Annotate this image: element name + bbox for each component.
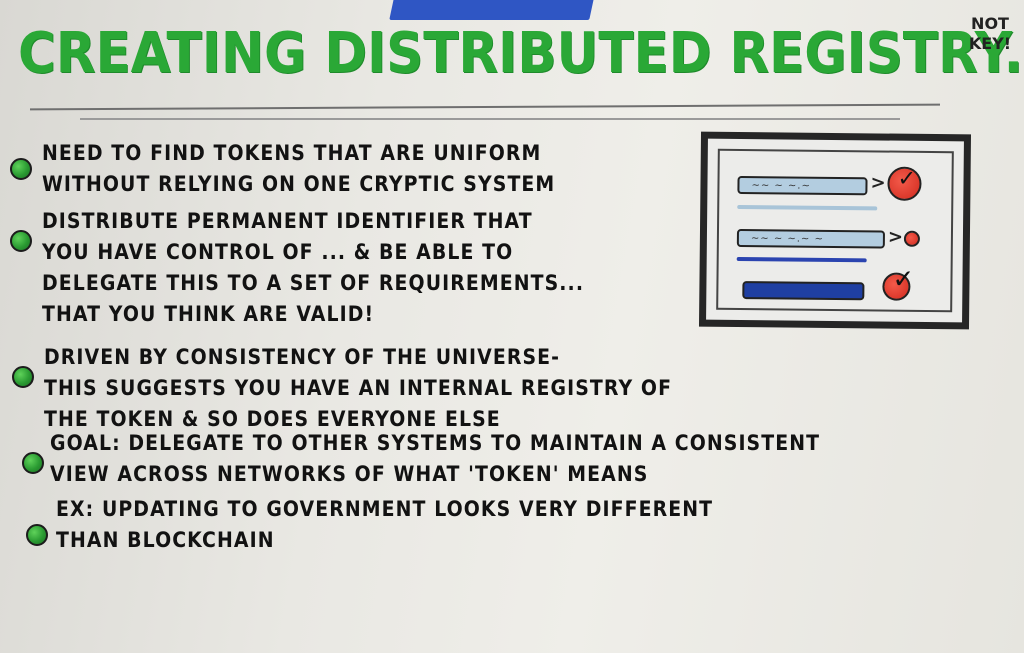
bullet-text: DRIVEN BY CONSISTENCY OF THE UNIVERSE- T…	[44, 342, 672, 435]
registry-sketch: ~~ ~ ~.~ > ✓ ~~ ~ ~.~ ~ > ✓	[698, 131, 972, 330]
bullet-line: THE TOKEN & SO DOES EVERYONE ELSE	[44, 407, 501, 431]
bullet-line: THAN BLOCKCHAIN	[56, 528, 275, 552]
bullet-line: NEED TO FIND TOKENS THAT ARE UNIFORM	[42, 141, 542, 165]
arrow-right-icon: >	[870, 172, 886, 194]
bullet-line: DELEGATE THIS TO A SET OF REQUIREMENTS..…	[42, 271, 585, 295]
green-bullet-dot-icon	[10, 158, 32, 180]
status-circle-small	[903, 230, 921, 247]
bullet-text: NEED TO FIND TOKENS THAT ARE UNIFORM WIT…	[42, 138, 555, 200]
bullet-line: THIS SUGGESTS YOU HAVE AN INTERNAL REGIS…	[44, 376, 673, 400]
green-bullet-dot-icon	[10, 230, 32, 252]
bullet-line: YOU HAVE CONTROL OF ... & BE ABLE TO	[42, 240, 514, 264]
bullet-line: DISTRIBUTE PERMANENT IDENTIFIER THAT	[42, 209, 533, 233]
token-field: ~~ ~ ~.~	[737, 175, 868, 196]
blue-tape	[389, 0, 595, 20]
scribble-icon: ~~ ~ ~.~ ~	[750, 233, 824, 245]
token-field: ~~ ~ ~.~ ~	[736, 228, 886, 249]
bullet-line: WITHOUT RELYING ON ONE CRYPTIC SYSTEM	[42, 172, 556, 196]
green-bullet-dot-icon	[22, 452, 44, 474]
checkmark-icon: ✓	[892, 264, 915, 295]
arrow-right-icon: >	[887, 226, 904, 248]
bullet-text: EX: UPDATING TO GOVERNMENT LOOKS VERY DI…	[56, 494, 713, 556]
bullet-line: DRIVEN BY CONSISTENCY OF THE UNIVERSE-	[44, 345, 561, 369]
bullet-line: VIEW ACROSS NETWORKS OF WHAT 'TOKEN' MEA…	[50, 462, 649, 486]
bullet-line: GOAL: DELEGATE TO OTHER SYSTEMS TO MAINT…	[50, 431, 821, 455]
green-bullet-dot-icon	[12, 366, 34, 388]
bullet-line: EX: UPDATING TO GOVERNMENT LOOKS VERY DI…	[56, 497, 714, 521]
scribble-icon: ~~ ~ ~.~	[751, 180, 811, 192]
green-bullet-dot-icon	[26, 524, 48, 546]
page-title: CREATING DISTRIBUTED REGISTRY...	[18, 21, 1024, 86]
title-underline-secondary	[80, 118, 900, 120]
checkmark-icon: ✓	[897, 166, 917, 192]
token-field-filled	[742, 281, 865, 301]
bullet-line: THAT YOU THINK ARE VALID!	[42, 302, 375, 326]
title-underline	[30, 103, 940, 111]
bullet-text: GOAL: DELEGATE TO OTHER SYSTEMS TO MAINT…	[50, 428, 820, 490]
side-note: NOT KEY!	[968, 14, 1012, 53]
bullet-text: DISTRIBUTE PERMANENT IDENTIFIER THAT YOU…	[42, 206, 584, 330]
